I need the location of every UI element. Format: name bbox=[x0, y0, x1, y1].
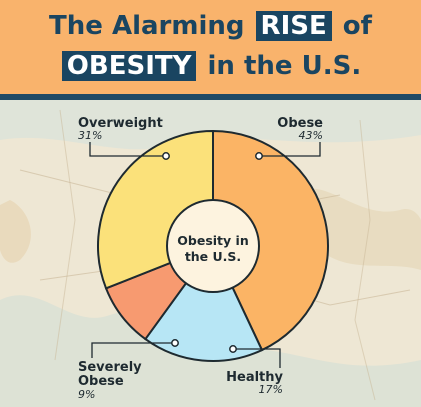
leader-obese-line bbox=[259, 142, 321, 157]
donut-slice-healthy bbox=[144, 244, 264, 362]
page-title-line-1: The Alarming RISE of bbox=[0, 8, 421, 44]
leader-overweight-dot bbox=[162, 152, 170, 160]
header-divider bbox=[0, 94, 421, 100]
label-obese: Obese bbox=[277, 116, 323, 131]
leader-healthy-line bbox=[233, 348, 281, 368]
label-overweight-percent: 31% bbox=[78, 129, 102, 142]
label-healthy-percent: 17% bbox=[259, 383, 283, 396]
label-severely-obese-line-1: Severely bbox=[78, 360, 142, 375]
title-highlight-obesity: OBESITY bbox=[61, 51, 197, 81]
title-text-2b: in the U.S. bbox=[198, 51, 362, 81]
leader-obese-dot bbox=[255, 152, 263, 160]
leader-severely-obese-dot bbox=[171, 339, 179, 347]
label-obese-percent: 43% bbox=[299, 129, 323, 142]
page-title-line-2: OBESITY in the U.S. bbox=[0, 48, 421, 84]
label-severely-obese-line-2: Obese bbox=[78, 374, 124, 389]
donut-slice-obese bbox=[212, 129, 329, 352]
label-healthy: Healthy bbox=[226, 370, 283, 385]
leader-overweight-line bbox=[89, 142, 166, 157]
center-label-line-1: Obesity in bbox=[177, 233, 248, 248]
label-overweight: Overweight bbox=[78, 116, 163, 131]
obesity-donut-chart: Obesity in the U.S. Overweight 31% Obese… bbox=[78, 116, 329, 401]
leader-lines bbox=[89, 142, 321, 368]
leader-healthy-dot bbox=[229, 345, 237, 353]
title-text-1a: The Alarming bbox=[49, 11, 254, 41]
title-text-1b: of bbox=[333, 11, 372, 41]
label-severely-obese-percent: 9% bbox=[78, 388, 95, 401]
leader-severely-obese-line bbox=[91, 342, 175, 358]
center-label-line-2: the U.S. bbox=[185, 249, 241, 264]
title-highlight-rise: RISE bbox=[255, 11, 332, 41]
donut-center-circle bbox=[166, 199, 260, 293]
